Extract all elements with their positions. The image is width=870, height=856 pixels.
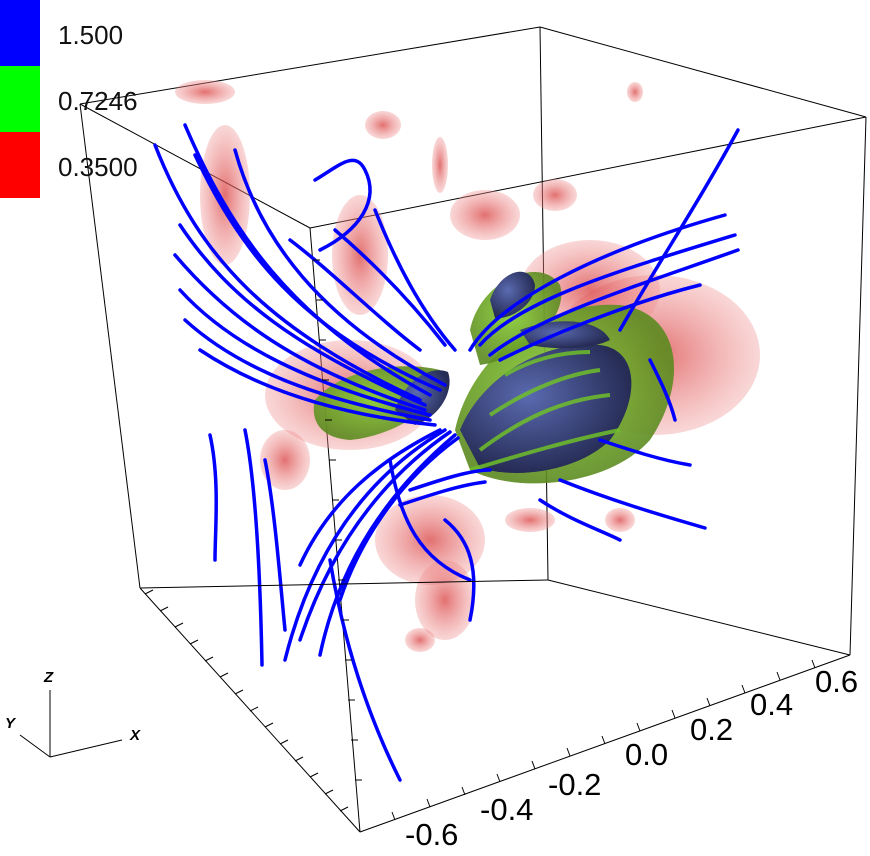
bounding-box-front [79,103,867,833]
isosurface-stripes [469,350,621,472]
legend-swatch-red [0,132,40,198]
legend-label-high: 1.500 [58,20,124,50]
tick-label: 0.6 [815,664,858,699]
tick-label: 0.0 [625,737,668,772]
legend-swatch-green [0,66,40,132]
isosurface-blue [395,271,632,473]
orientation-axes: Z Y X [5,669,141,758]
axis-minor-ticks [144,259,816,821]
color-legend [0,0,40,198]
tick-label: -0.4 [480,792,533,827]
legend-label-low: 0.3500 [58,152,138,182]
orientation-y-label: Y [5,715,17,732]
tick-label: -0.6 [405,817,458,851]
legend-label-mid: 0.7246 [58,86,138,116]
orientation-z-label: Z [43,669,54,686]
tick-label: -0.2 [548,767,601,802]
tick-label: 0.2 [690,712,733,747]
field-lines [153,123,740,782]
axis-tick-labels: -0.6 -0.4 -0.2 0.0 0.2 0.4 0.6 [405,664,858,852]
orientation-x-axis [49,739,123,758]
orientation-y-axis [19,734,51,758]
orientation-x-label: X [129,727,141,744]
tick-label: 0.4 [750,687,793,722]
legend-swatch-blue [0,0,40,66]
